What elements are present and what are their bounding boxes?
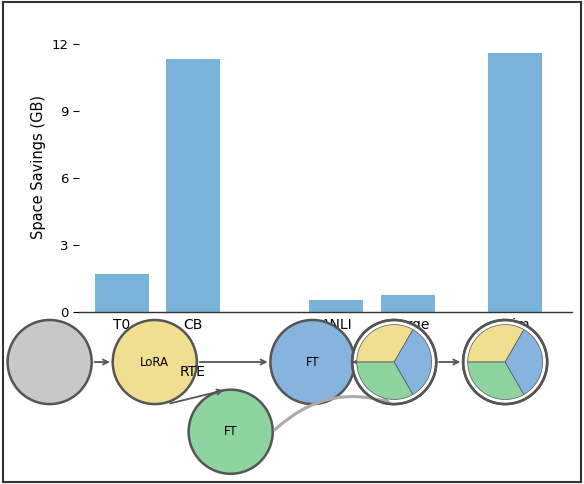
Wedge shape: [468, 325, 524, 362]
Text: RTE: RTE: [180, 365, 206, 379]
Ellipse shape: [8, 320, 92, 404]
Bar: [166, 59, 220, 312]
Ellipse shape: [113, 320, 197, 404]
Text: FT: FT: [224, 425, 238, 438]
Y-axis label: Space Savings (GB): Space Savings (GB): [31, 95, 46, 239]
Bar: [488, 53, 542, 312]
Ellipse shape: [270, 320, 354, 404]
Wedge shape: [468, 362, 524, 399]
Text: FT: FT: [305, 356, 319, 368]
Ellipse shape: [352, 320, 436, 404]
Wedge shape: [357, 325, 413, 362]
Bar: [310, 300, 363, 312]
Ellipse shape: [189, 390, 273, 474]
Wedge shape: [394, 330, 432, 394]
Text: Avg: Avg: [383, 356, 405, 368]
Bar: [95, 274, 148, 312]
Bar: [381, 295, 434, 312]
Wedge shape: [505, 330, 543, 394]
Wedge shape: [357, 362, 413, 399]
Ellipse shape: [463, 320, 547, 404]
Text: LoRA: LoRA: [140, 356, 169, 368]
